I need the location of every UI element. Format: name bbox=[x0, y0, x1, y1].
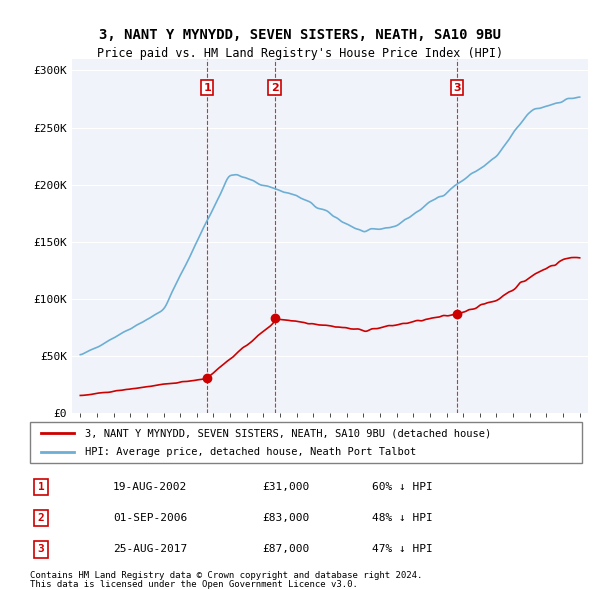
Text: This data is licensed under the Open Government Licence v3.0.: This data is licensed under the Open Gov… bbox=[30, 579, 358, 589]
FancyBboxPatch shape bbox=[30, 422, 582, 463]
Text: Price paid vs. HM Land Registry's House Price Index (HPI): Price paid vs. HM Land Registry's House … bbox=[97, 47, 503, 60]
Text: £83,000: £83,000 bbox=[262, 513, 309, 523]
Text: 60% ↓ HPI: 60% ↓ HPI bbox=[372, 482, 433, 492]
Text: Contains HM Land Registry data © Crown copyright and database right 2024.: Contains HM Land Registry data © Crown c… bbox=[30, 571, 422, 580]
Text: 1: 1 bbox=[203, 83, 211, 93]
Text: 3: 3 bbox=[454, 83, 461, 93]
Text: £87,000: £87,000 bbox=[262, 544, 309, 554]
Text: HPI: Average price, detached house, Neath Port Talbot: HPI: Average price, detached house, Neat… bbox=[85, 447, 416, 457]
Text: 01-SEP-2006: 01-SEP-2006 bbox=[113, 513, 187, 523]
Text: 3: 3 bbox=[38, 544, 44, 554]
Text: 1: 1 bbox=[38, 482, 44, 492]
Text: 25-AUG-2017: 25-AUG-2017 bbox=[113, 544, 187, 554]
Text: 2: 2 bbox=[271, 83, 278, 93]
Text: 2: 2 bbox=[38, 513, 44, 523]
Text: 48% ↓ HPI: 48% ↓ HPI bbox=[372, 513, 433, 523]
Text: 47% ↓ HPI: 47% ↓ HPI bbox=[372, 544, 433, 554]
Text: 3, NANT Y MYNYDD, SEVEN SISTERS, NEATH, SA10 9BU (detached house): 3, NANT Y MYNYDD, SEVEN SISTERS, NEATH, … bbox=[85, 428, 491, 438]
Text: £31,000: £31,000 bbox=[262, 482, 309, 492]
Text: 3, NANT Y MYNYDD, SEVEN SISTERS, NEATH, SA10 9BU: 3, NANT Y MYNYDD, SEVEN SISTERS, NEATH, … bbox=[99, 28, 501, 42]
Text: 19-AUG-2002: 19-AUG-2002 bbox=[113, 482, 187, 492]
